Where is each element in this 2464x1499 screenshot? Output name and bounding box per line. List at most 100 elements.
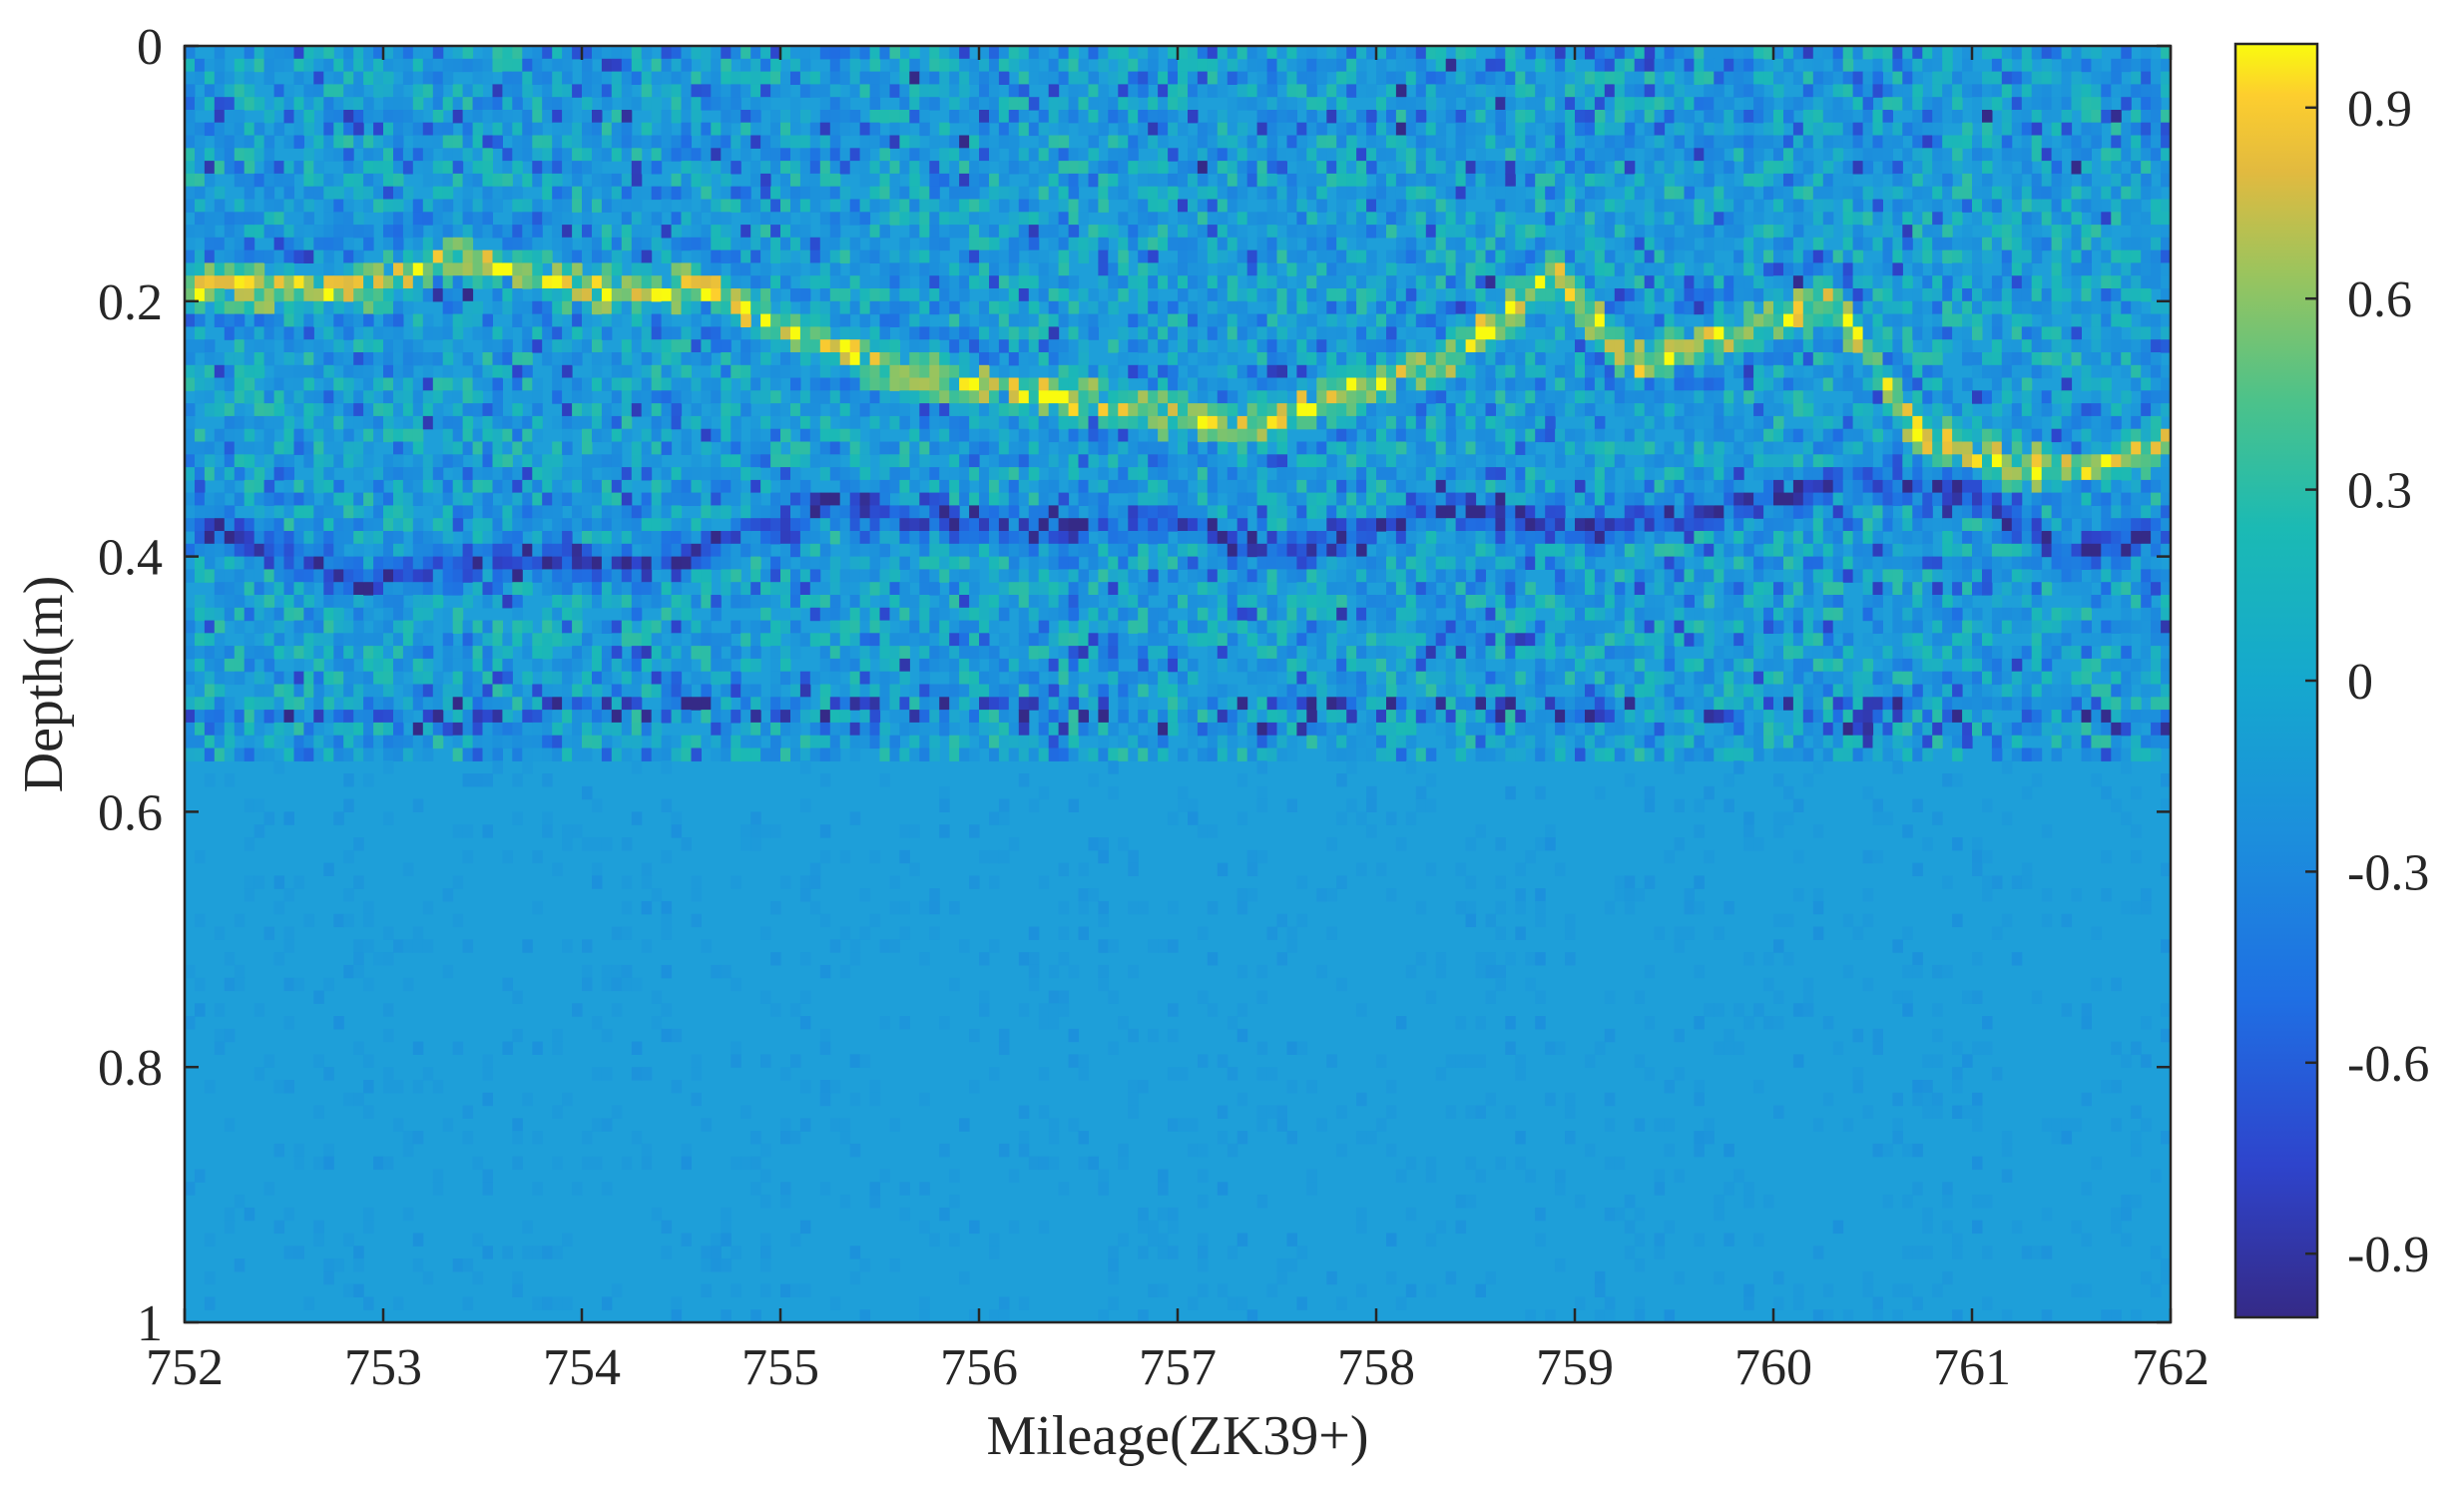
heatmap-cell (819, 288, 831, 302)
heatmap-cell (572, 84, 583, 98)
heatmap-cell (998, 479, 1010, 494)
heatmap-cell (582, 467, 593, 481)
heatmap-cell (799, 748, 811, 761)
heatmap-cell (799, 403, 811, 417)
heatmap-cell (323, 300, 334, 315)
heatmap-cell (572, 620, 583, 634)
heatmap-cell (522, 1092, 533, 1107)
heatmap-cell (889, 875, 900, 889)
heatmap-cell (671, 415, 683, 430)
heatmap-cell (1068, 964, 1080, 979)
heatmap-cell (1048, 633, 1060, 647)
heatmap-cell (353, 262, 364, 276)
heatmap-cell (234, 313, 246, 327)
heatmap-cell (512, 607, 523, 622)
heatmap-cell (1068, 441, 1080, 455)
heatmap-cell (592, 352, 603, 366)
heatmap-cell (691, 1054, 702, 1068)
heatmap-cell (919, 658, 930, 673)
heatmap-cell (353, 364, 364, 379)
heatmap-cell (621, 556, 633, 570)
heatmap-cell (969, 658, 980, 673)
heatmap-cell (1008, 122, 1020, 137)
heatmap-cell (829, 658, 841, 673)
heatmap-cell (234, 352, 246, 366)
heatmap-cell (661, 748, 673, 761)
heatmap-cell (313, 531, 324, 545)
heatmap-cell (869, 735, 881, 750)
heatmap-cell (343, 250, 354, 263)
heatmap-cell (879, 250, 890, 263)
heatmap-cell (432, 697, 444, 711)
heatmap-cell (273, 225, 285, 239)
heatmap-cell (273, 212, 285, 226)
heatmap-cell (998, 710, 1010, 724)
heatmap-cell (582, 735, 593, 750)
heatmap-cell (482, 710, 493, 724)
heatmap-cell (472, 518, 484, 532)
heatmap-cell (1058, 58, 1070, 73)
heatmap-cell (1018, 428, 1030, 443)
heatmap-cell (293, 671, 304, 686)
heatmap-cell (1128, 58, 1139, 73)
heatmap-cell (651, 186, 663, 201)
heatmap-cell (1008, 837, 1020, 851)
heatmap-cell (303, 212, 314, 226)
heatmap-cell (313, 735, 324, 750)
heatmap-cell (214, 364, 226, 379)
heatmap-cell (611, 582, 623, 596)
heatmap-cell (1018, 773, 1030, 787)
heatmap-cell (512, 467, 523, 481)
heatmap-cell (989, 326, 1000, 340)
heatmap-cell (1058, 582, 1070, 596)
heatmap-cell (829, 556, 841, 570)
heatmap-cell (819, 186, 831, 201)
heatmap-cell (253, 531, 265, 545)
heatmap-cell (691, 237, 702, 251)
heatmap-cell (363, 607, 374, 622)
heatmap-cell (859, 569, 871, 583)
heatmap-cell (204, 569, 216, 583)
heatmap-cell (512, 505, 523, 519)
heatmap-cell (185, 97, 196, 111)
heatmap-cell (363, 237, 374, 251)
heatmap-cell (611, 543, 623, 558)
heatmap-cell (572, 250, 583, 263)
heatmap-cell (909, 225, 920, 239)
heatmap-cell (1068, 607, 1080, 622)
heatmap-cell (333, 237, 344, 251)
heatmap-cell (214, 569, 226, 583)
heatmap-cell (343, 454, 354, 468)
heatmap-cell (273, 161, 285, 175)
heatmap-cell (701, 58, 712, 73)
heatmap-cell (204, 173, 216, 188)
heatmap-cell (1118, 186, 1129, 201)
heatmap-cell (353, 569, 364, 583)
heatmap-cell (452, 710, 464, 724)
heatmap-cell (234, 492, 246, 506)
heatmap-cell (919, 735, 930, 750)
heatmap-cell (502, 543, 513, 558)
heatmap-cell (949, 977, 960, 992)
heatmap-cell (819, 275, 831, 289)
heatmap-cell (740, 531, 751, 545)
heatmap-cell (253, 46, 265, 60)
heatmap-cell (711, 46, 722, 60)
heatmap-cell (442, 288, 454, 302)
heatmap-cell (442, 646, 454, 660)
heatmap-cell (1078, 161, 1089, 175)
heatmap-cell (402, 71, 414, 85)
heatmap-cell (1008, 377, 1020, 391)
heatmap-cell (859, 377, 871, 391)
heatmap-cell (562, 1296, 573, 1310)
heatmap-cell (283, 250, 294, 263)
heatmap-cell (909, 428, 920, 443)
heatmap-cell (293, 646, 304, 660)
heatmap-cell (313, 518, 324, 532)
heatmap-cell (1068, 748, 1080, 761)
heatmap-cell (224, 148, 236, 162)
heatmap-cell (482, 722, 493, 737)
heatmap-cell (393, 237, 404, 251)
heatmap-cell (1008, 288, 1020, 302)
heatmap-cell (592, 262, 603, 276)
